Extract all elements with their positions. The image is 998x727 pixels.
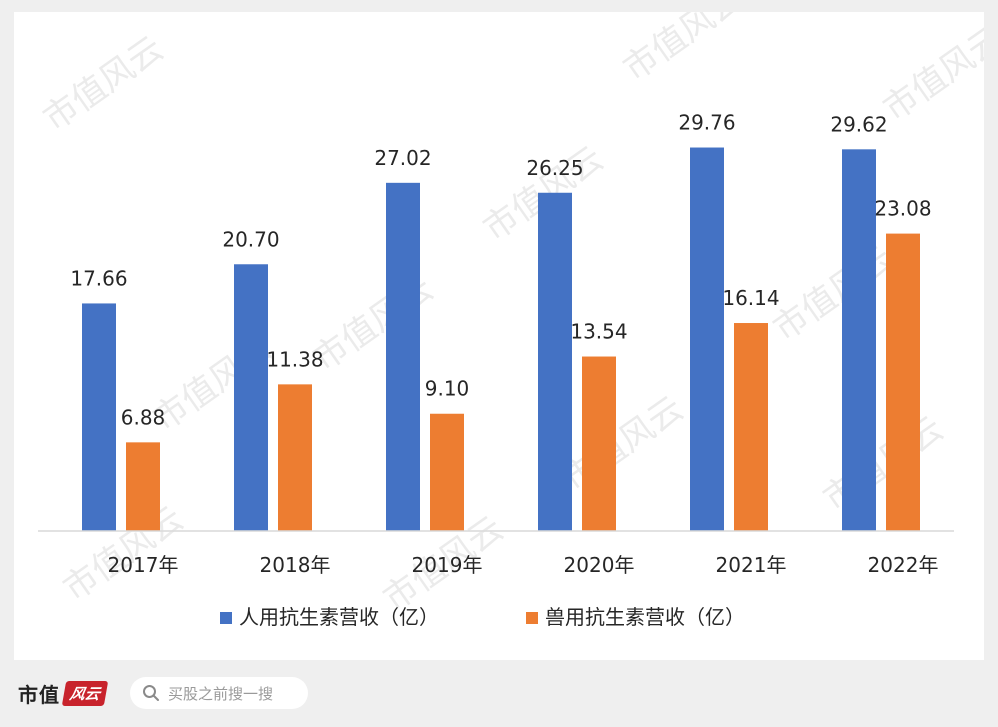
bar-series2-2020年 [582, 356, 616, 531]
footer-bar: 市值 风云 买股之前搜一搜 [0, 664, 998, 727]
brand-script: 风云 [61, 680, 109, 706]
legend-label-series2: 兽用抗生素营收（亿） [545, 605, 745, 629]
bar-series1-2022年 [842, 149, 876, 532]
x-tick-label: 2017年 [108, 553, 179, 577]
data-label: 20.70 [222, 227, 279, 251]
watermark-text: 市值风云 [306, 269, 440, 380]
data-label: 29.62 [830, 112, 887, 136]
chart-card: 市值风云 市值风云 市值风云 市值风云 市值风云 市值风云 市值风云 市值风云 市值风云 市值风云… [14, 12, 984, 660]
data-label: 13.54 [570, 320, 627, 344]
data-label: 9.10 [425, 377, 470, 401]
data-label: 17.66 [70, 266, 127, 290]
x-tick-label: 2022年 [868, 553, 939, 577]
data-label: 27.02 [374, 146, 431, 170]
data-label: 16.14 [722, 286, 779, 310]
watermark-text: 市值风云 [616, 12, 750, 89]
bar-series1-2020年 [538, 192, 572, 531]
watermark-text: 市值风云 [816, 409, 950, 520]
brand-logo[interactable]: 市值 风云 [18, 680, 109, 707]
data-label: 23.08 [874, 197, 931, 221]
legend: 人用抗生素营收（亿） 兽用抗生素营收（亿） [220, 605, 745, 629]
bars-layer [82, 147, 920, 532]
data-label: 29.76 [678, 111, 735, 135]
x-tick-label: 2021年 [716, 553, 787, 577]
legend-label-series1: 人用抗生素营收（亿） [239, 605, 439, 629]
x-tick-label: 2020年 [564, 553, 635, 577]
data-label: 26.25 [526, 156, 583, 180]
bar-series2-2021年 [734, 323, 768, 531]
watermark-text: 市值风云 [556, 389, 690, 500]
bar-series2-2017年 [126, 442, 160, 531]
x-tick-label: 2019年 [412, 553, 483, 577]
data-labels-layer: 17.66 20.70 27.02 26.25 29.76 29.62 6.88 11.38 9… [70, 111, 931, 430]
legend-swatch-series1 [220, 612, 232, 624]
x-tick-labels: 2017年 2018年 2019年 2020年 2021年 2022年 [108, 553, 939, 577]
bar-series1-2017年 [82, 303, 116, 531]
bar-series2-2018年 [278, 384, 312, 531]
legend-swatch-series2 [526, 612, 538, 624]
watermark-text: 市值风云 [36, 29, 170, 140]
watermark-text: 市值风云 [766, 239, 900, 350]
data-label: 6.88 [121, 405, 166, 429]
x-tick-label: 2018年 [260, 553, 331, 577]
bar-series1-2019年 [386, 182, 420, 531]
watermark-text: 市值风云 [876, 19, 984, 130]
search-box[interactable]: 买股之前搜一搜 [130, 677, 308, 709]
data-label: 11.38 [266, 347, 323, 371]
bar-series1-2021年 [690, 147, 724, 531]
search-placeholder: 买股之前搜一搜 [168, 684, 274, 703]
bar-series2-2019年 [430, 413, 464, 531]
search-icon [143, 685, 159, 701]
bar-series1-2018年 [234, 264, 268, 531]
bar-series2-2022年 [886, 233, 920, 531]
brand-name: 市值 [18, 682, 60, 707]
